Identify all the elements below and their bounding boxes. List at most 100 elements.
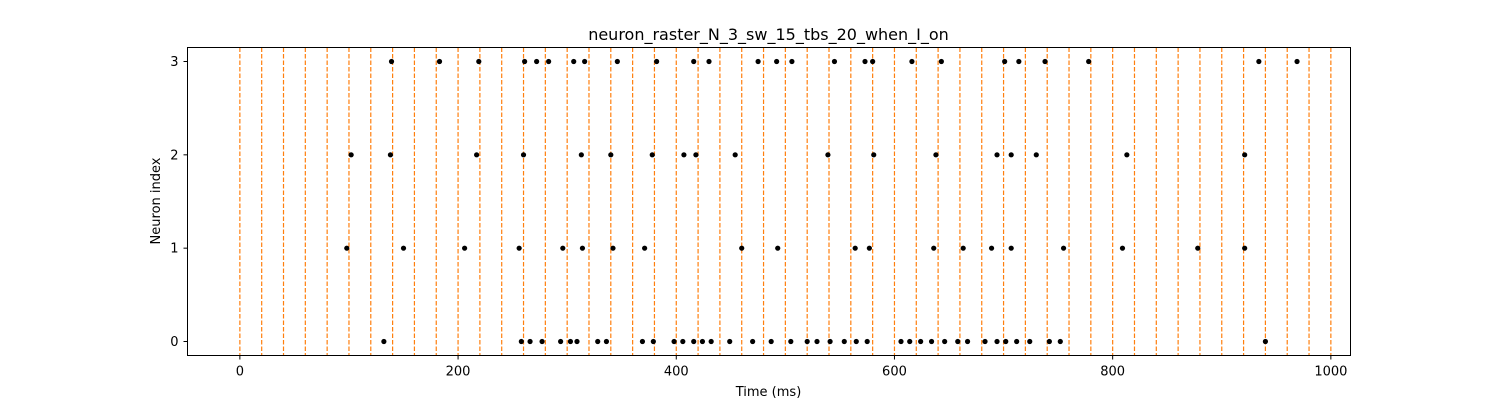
spike-point-n3-21: [1016, 59, 1021, 64]
spike-point-n3-17: [870, 59, 875, 64]
spike-point-n2-10: [825, 152, 830, 157]
spike-point-n1-16: [1061, 246, 1066, 251]
spike-point-n0-22: [827, 339, 832, 344]
spike-point-n2-4: [579, 152, 584, 157]
spike-point-n0-2: [527, 339, 532, 344]
spike-point-n0-9: [640, 339, 645, 344]
spike-point-n2-11: [871, 152, 876, 157]
spike-point-n3-14: [789, 59, 794, 64]
spike-point-n0-26: [898, 339, 903, 344]
spike-point-n0-33: [982, 339, 987, 344]
spike-point-n0-4: [558, 339, 563, 344]
y-tick-label-2: 2: [170, 148, 178, 163]
spike-point-n2-0: [349, 152, 354, 157]
spike-point-n0-29: [929, 339, 934, 344]
spike-point-n1-9: [775, 246, 780, 251]
spike-point-n1-12: [931, 246, 936, 251]
spike-point-n0-39: [1058, 339, 1063, 344]
spike-point-n3-18: [909, 59, 914, 64]
spike-point-n3-1: [437, 59, 442, 64]
spike-point-n1-5: [580, 246, 585, 251]
spike-point-n3-24: [1256, 59, 1261, 64]
spike-point-n0-1: [519, 339, 524, 344]
spike-point-n0-21: [814, 339, 819, 344]
x-tick-label-3: 600: [882, 365, 907, 380]
spike-point-n2-17: [1242, 152, 1247, 157]
spike-point-n0-31: [955, 339, 960, 344]
spike-point-n0-19: [788, 339, 793, 344]
x-tick-label-5: 1000: [1314, 365, 1347, 380]
spike-point-n0-40: [1263, 339, 1268, 344]
spike-point-n0-24: [854, 339, 859, 344]
spike-point-n1-19: [1242, 246, 1247, 251]
spike-point-n0-23: [842, 339, 847, 344]
spike-point-n3-6: [571, 59, 576, 64]
spike-point-n3-11: [706, 59, 711, 64]
spike-point-n3-9: [654, 59, 659, 64]
spike-point-n3-16: [862, 59, 867, 64]
spike-point-n3-20: [1002, 59, 1007, 64]
spike-point-n1-15: [1009, 246, 1014, 251]
spike-point-n3-2: [476, 59, 481, 64]
spike-point-n1-7: [642, 246, 647, 251]
y-axis-ticks: 0 1 2 3: [170, 55, 187, 350]
spike-point-n3-23: [1086, 59, 1091, 64]
y-axis-label: Neuron index: [149, 157, 164, 244]
spike-point-n1-6: [610, 246, 615, 251]
spike-point-n1-17: [1120, 246, 1125, 251]
spike-point-n2-5: [608, 152, 613, 157]
y-tick-label-3: 3: [170, 55, 178, 70]
spike-point-n0-36: [1014, 339, 1019, 344]
spike-point-n2-15: [1034, 152, 1039, 157]
spike-point-n0-11: [671, 339, 676, 344]
x-tick-label-4: 800: [1100, 365, 1125, 380]
y-tick-label-1: 1: [170, 242, 178, 257]
spike-point-n2-13: [994, 152, 999, 157]
spike-point-n0-35: [1003, 339, 1008, 344]
spike-point-n1-10: [853, 246, 858, 251]
spike-point-n3-13: [774, 59, 779, 64]
spike-point-n1-4: [560, 246, 565, 251]
x-tick-label-0: 0: [236, 365, 244, 380]
y-tick-label-0: 0: [170, 335, 178, 350]
spike-point-n3-0: [389, 59, 394, 64]
x-tick-label-1: 200: [446, 365, 471, 380]
spike-point-n1-3: [517, 246, 522, 251]
spike-point-n2-12: [933, 152, 938, 157]
spike-point-n2-3: [521, 152, 526, 157]
spike-point-n1-14: [989, 246, 994, 251]
spike-point-n1-18: [1195, 246, 1200, 251]
spike-point-n1-0: [344, 246, 349, 251]
spike-point-n3-10: [691, 59, 696, 64]
spike-point-n0-5: [568, 339, 573, 344]
spike-point-n0-12: [680, 339, 685, 344]
spike-point-n1-2: [462, 246, 467, 251]
spike-point-n0-38: [1047, 339, 1052, 344]
spike-point-n0-14: [700, 339, 705, 344]
spike-point-n0-13: [691, 339, 696, 344]
spike-point-n0-27: [907, 339, 912, 344]
x-axis-label: Time (ms): [735, 385, 802, 400]
spike-point-n0-20: [805, 339, 810, 344]
spike-point-n0-30: [942, 339, 947, 344]
spike-point-n0-28: [918, 339, 923, 344]
spike-point-n2-7: [681, 152, 686, 157]
spike-point-n2-1: [388, 152, 393, 157]
spike-point-n1-1: [401, 246, 406, 251]
spike-point-n2-2: [474, 152, 479, 157]
chart-title: neuron_raster_N_3_sw_15_tbs_20_when_I_on: [588, 25, 949, 45]
vertical-lines-layer: [240, 48, 1331, 356]
x-tick-label-2: 400: [664, 365, 689, 380]
spike-point-n3-15: [832, 59, 837, 64]
spike-point-n0-16: [727, 339, 732, 344]
spike-point-n0-10: [651, 339, 656, 344]
spike-point-n2-9: [733, 152, 738, 157]
spike-point-n0-3: [539, 339, 544, 344]
spike-point-n2-8: [693, 152, 698, 157]
spike-point-n0-8: [604, 339, 609, 344]
spike-point-n3-3: [522, 59, 527, 64]
spike-point-n3-4: [534, 59, 539, 64]
spike-point-n0-25: [865, 339, 870, 344]
